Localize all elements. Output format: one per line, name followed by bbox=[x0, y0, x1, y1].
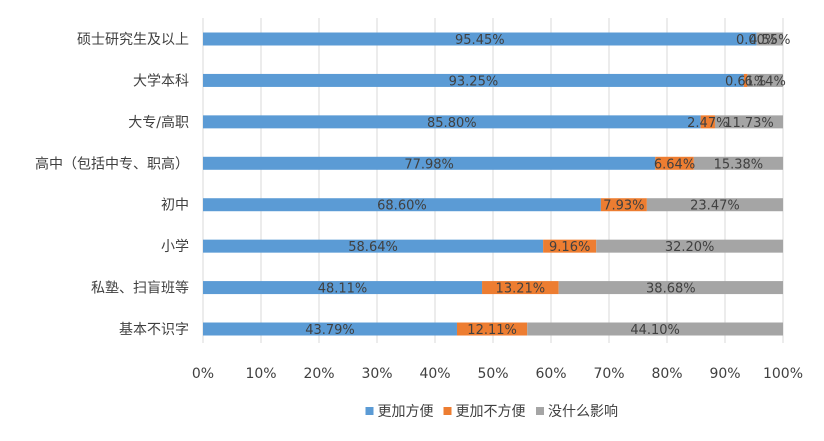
bar-segment bbox=[747, 73, 783, 87]
legend-label: 没什么影响 bbox=[548, 404, 618, 420]
x-tick-label: 80% bbox=[651, 366, 682, 382]
data-label: 6.64% bbox=[654, 157, 695, 172]
data-label: 6.14% bbox=[745, 74, 786, 89]
data-label: 77.98% bbox=[404, 157, 454, 172]
data-label: 32.20% bbox=[665, 240, 715, 255]
bar-segment bbox=[596, 239, 783, 253]
bar-segment bbox=[600, 198, 647, 212]
category-label: 高中（包括中专、职高） bbox=[35, 155, 189, 172]
data-labels: 95.45% 0.00%4.55% 93.25% 0.61%6.14% 85.80% 2.… bbox=[305, 33, 790, 338]
x-tick-label: 90% bbox=[709, 366, 740, 382]
data-label: 58.64% bbox=[348, 240, 398, 255]
legend: 更加方便 更加不方便 没什么影响 bbox=[365, 404, 618, 420]
data-label: 9.16% bbox=[549, 240, 590, 255]
data-label: 2.47% bbox=[687, 116, 728, 131]
data-label: 44.10% bbox=[630, 323, 680, 338]
legend-swatch bbox=[536, 407, 544, 415]
category-label: 硕士研究生及以上 bbox=[77, 32, 189, 48]
bar-segment bbox=[558, 281, 783, 295]
category-label: 大学本科 bbox=[133, 73, 189, 89]
x-tick-label: 50% bbox=[477, 366, 508, 382]
bar-segment bbox=[203, 198, 601, 212]
bar-segment bbox=[655, 156, 694, 170]
x-tick-label: 60% bbox=[535, 366, 566, 382]
bar-segment bbox=[743, 73, 748, 87]
x-tick-labels: 0% 10% 20% 30% 40% 50% 60% 70% 80% 90% 100% bbox=[192, 366, 803, 382]
x-tick-label: 0% bbox=[192, 366, 214, 382]
x-tick-label: 30% bbox=[361, 366, 392, 382]
data-label: 23.47% bbox=[690, 199, 740, 214]
category-label: 大专/高职 bbox=[128, 114, 189, 131]
legend-swatch bbox=[443, 407, 452, 415]
bar-segment bbox=[203, 281, 483, 295]
bar-segment bbox=[714, 115, 783, 129]
data-label: 13.21% bbox=[496, 282, 546, 297]
data-label: 4.55% bbox=[749, 33, 790, 48]
bar-segment bbox=[203, 32, 757, 46]
category-label: 初中 bbox=[161, 197, 189, 214]
data-label: 0.00% bbox=[736, 33, 777, 48]
bars bbox=[203, 32, 783, 336]
legend-label: 更加方便 bbox=[378, 404, 434, 420]
bar-segment bbox=[203, 239, 544, 253]
data-label: 85.80% bbox=[427, 116, 477, 131]
bar-segment bbox=[203, 322, 457, 336]
bar-segment bbox=[543, 239, 597, 253]
data-label: 68.60% bbox=[377, 199, 427, 214]
data-label: 12.11% bbox=[467, 323, 517, 338]
bar-segment bbox=[646, 198, 783, 212]
x-tick-label: 10% bbox=[245, 366, 276, 382]
data-label: 93.25% bbox=[449, 74, 499, 89]
category-label: 小学 bbox=[161, 239, 189, 255]
data-label: 48.11% bbox=[318, 282, 368, 297]
bar-segment bbox=[203, 115, 701, 129]
data-label: 38.68% bbox=[646, 282, 696, 297]
legend-label: 更加不方便 bbox=[456, 404, 526, 420]
data-label: 0.61% bbox=[725, 74, 766, 89]
x-tick-label: 40% bbox=[419, 366, 450, 382]
x-tick-label: 70% bbox=[593, 366, 624, 382]
category-label: 基本不识字 bbox=[119, 321, 189, 338]
gridlines bbox=[202, 18, 784, 343]
x-tick-label: 20% bbox=[303, 366, 334, 382]
bar-segment bbox=[482, 281, 559, 295]
data-label: 95.45% bbox=[455, 33, 505, 48]
bar-segment bbox=[700, 115, 715, 129]
bar-segment bbox=[527, 322, 783, 336]
category-label: 私塾、扫盲班等 bbox=[91, 280, 189, 297]
bar-segment bbox=[203, 73, 744, 87]
data-label: 11.73% bbox=[724, 116, 774, 131]
bar-segment bbox=[756, 32, 783, 46]
x-tick-label: 100% bbox=[763, 366, 803, 382]
data-label: 15.38% bbox=[714, 157, 764, 172]
bar-segment bbox=[203, 156, 656, 170]
bar-segment bbox=[456, 322, 528, 336]
data-label: 43.79% bbox=[305, 323, 355, 338]
legend-swatch bbox=[365, 407, 374, 415]
bar-segment bbox=[693, 156, 783, 170]
data-label: 7.93% bbox=[603, 199, 644, 214]
